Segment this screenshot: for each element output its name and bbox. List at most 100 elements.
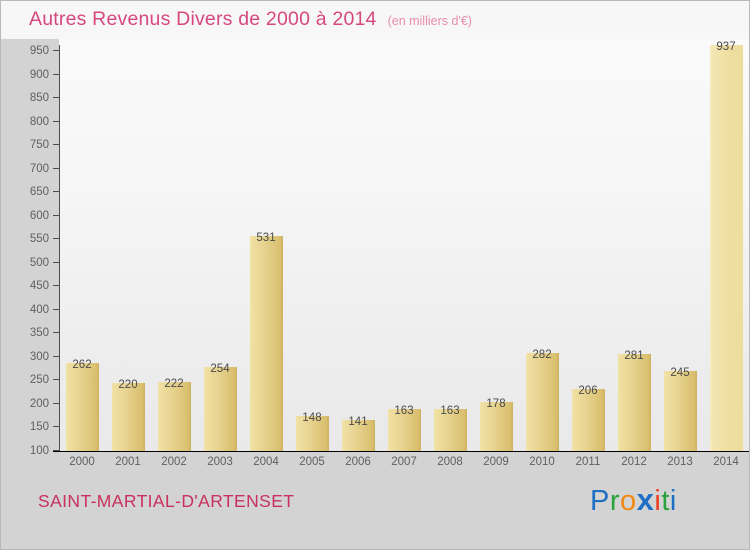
bar[interactable] [157,381,191,451]
x-axis-tick-label: 2005 [299,456,325,468]
y-axis-tick-label: 600 [29,209,49,222]
y-axis-tick-mark [53,308,59,310]
y-axis-line [59,45,60,452]
y-axis-tick-mark [53,191,59,193]
page-title: Autres Revenus Divers de 2000 à 2014 [29,8,377,30]
y-axis-tick: 850 [1,91,59,105]
chart-footer: SAINT-MARTIAL-D'ARTENSET Proxiti [1,473,749,549]
y-axis-tick-mark [53,355,59,357]
bar[interactable] [65,362,99,451]
title-row: Autres Revenus Divers de 2000 à 2014 (en… [29,8,472,31]
logo-letter: o [620,485,637,517]
bar-value-label: 531 [256,232,276,245]
y-axis-tick-label: 300 [29,350,49,363]
y-axis-tick-mark [53,261,59,263]
y-axis-tick-label: 750 [29,139,49,152]
y-axis-tick-mark [53,285,59,287]
bar-column [433,39,467,451]
y-axis-tick-label: 900 [29,68,49,81]
y-axis-tick: 350 [1,326,59,340]
bar-column [617,39,651,451]
y-axis-tick-label: 400 [29,303,49,316]
bar-column [709,39,743,451]
y-axis-tick-label: 550 [29,233,49,246]
bar[interactable] [433,409,467,451]
bar[interactable] [663,370,697,451]
bar[interactable] [295,416,329,451]
bar-value-label: 163 [440,405,460,418]
logo-letter: r [609,485,621,517]
bar-value-label: 281 [624,349,644,362]
bar-column [571,39,605,451]
bar[interactable] [525,353,559,451]
bar-column [111,39,145,451]
y-axis-tick-mark [53,238,59,240]
bar-series [59,39,749,451]
y-axis-tick-mark [53,379,59,381]
bar[interactable] [709,45,743,451]
bar-value-label: 220 [118,378,138,391]
x-axis-tick-label: 2001 [115,456,141,468]
y-axis-tick-mark [53,402,59,404]
x-axis-tick-label: 2014 [713,456,739,468]
bar-column [249,39,283,451]
logo-letter: i [669,485,677,517]
bar-value-label: 937 [716,41,736,54]
y-axis-tick-mark [53,426,59,428]
bar[interactable] [617,353,651,451]
y-axis-tick-mark [53,332,59,334]
bar-value-label: 262 [72,358,92,371]
x-axis-tick-label: 2011 [575,456,601,468]
x-axis-tick-label: 2003 [207,456,233,468]
y-axis-tick: 450 [1,279,59,293]
y-axis-tick-mark [53,144,59,146]
bar[interactable] [111,382,145,451]
y-axis-tick-mark [53,450,59,451]
y-axis-tick: 250 [1,373,59,387]
bar-column [157,39,191,451]
bar-column [295,39,329,451]
y-axis-tick-mark [53,73,59,75]
y-axis-tick: 200 [1,397,59,411]
bar[interactable] [203,366,237,451]
y-axis-tick-label: 150 [29,421,49,434]
bar-value-label: 206 [578,385,598,398]
bar-value-label: 245 [670,366,690,379]
bar-column [387,39,421,451]
y-axis-tick: 150 [1,420,59,434]
chart-header: Autres Revenus Divers de 2000 à 2014 (en… [1,1,749,39]
y-axis-tick-label: 200 [29,397,49,410]
y-axis-tick-mark [53,214,59,216]
y-axis-tick-mark [53,120,59,122]
bar-column [65,39,99,451]
y-axis-tick-label: 950 [29,45,49,57]
bar[interactable] [249,236,283,451]
x-axis-tick-label: 2006 [345,456,371,468]
y-axis-tick: 750 [1,138,59,152]
proxiti-logo[interactable]: Proxiti [590,483,677,518]
bar-value-label: 163 [394,405,414,418]
bar[interactable] [479,402,513,451]
bar-column [479,39,513,451]
bar-value-label: 141 [348,415,368,428]
bar-value-label: 222 [164,377,184,390]
bar[interactable] [571,389,605,451]
y-axis-tick: 100 [1,444,59,458]
y-axis-tick-mark [53,50,59,51]
y-axis-tick-label: 250 [29,374,49,387]
y-axis-tick-label: 450 [29,280,49,293]
logo-letter: i [654,485,662,517]
bar[interactable] [341,419,375,451]
bar[interactable] [387,409,421,451]
x-axis-tick-label: 2007 [391,456,417,468]
y-axis-tick: 950 [1,44,59,58]
y-axis-tick-label: 800 [29,115,49,128]
x-axis-tick-label: 2008 [437,456,463,468]
logo-letter: P [590,485,610,517]
logo-letter: t [661,485,670,517]
x-axis-tick-label: 2004 [253,456,279,468]
y-axis-tick: 550 [1,232,59,246]
x-axis-tick-label: 2013 [667,456,693,468]
y-axis-tick: 650 [1,185,59,199]
